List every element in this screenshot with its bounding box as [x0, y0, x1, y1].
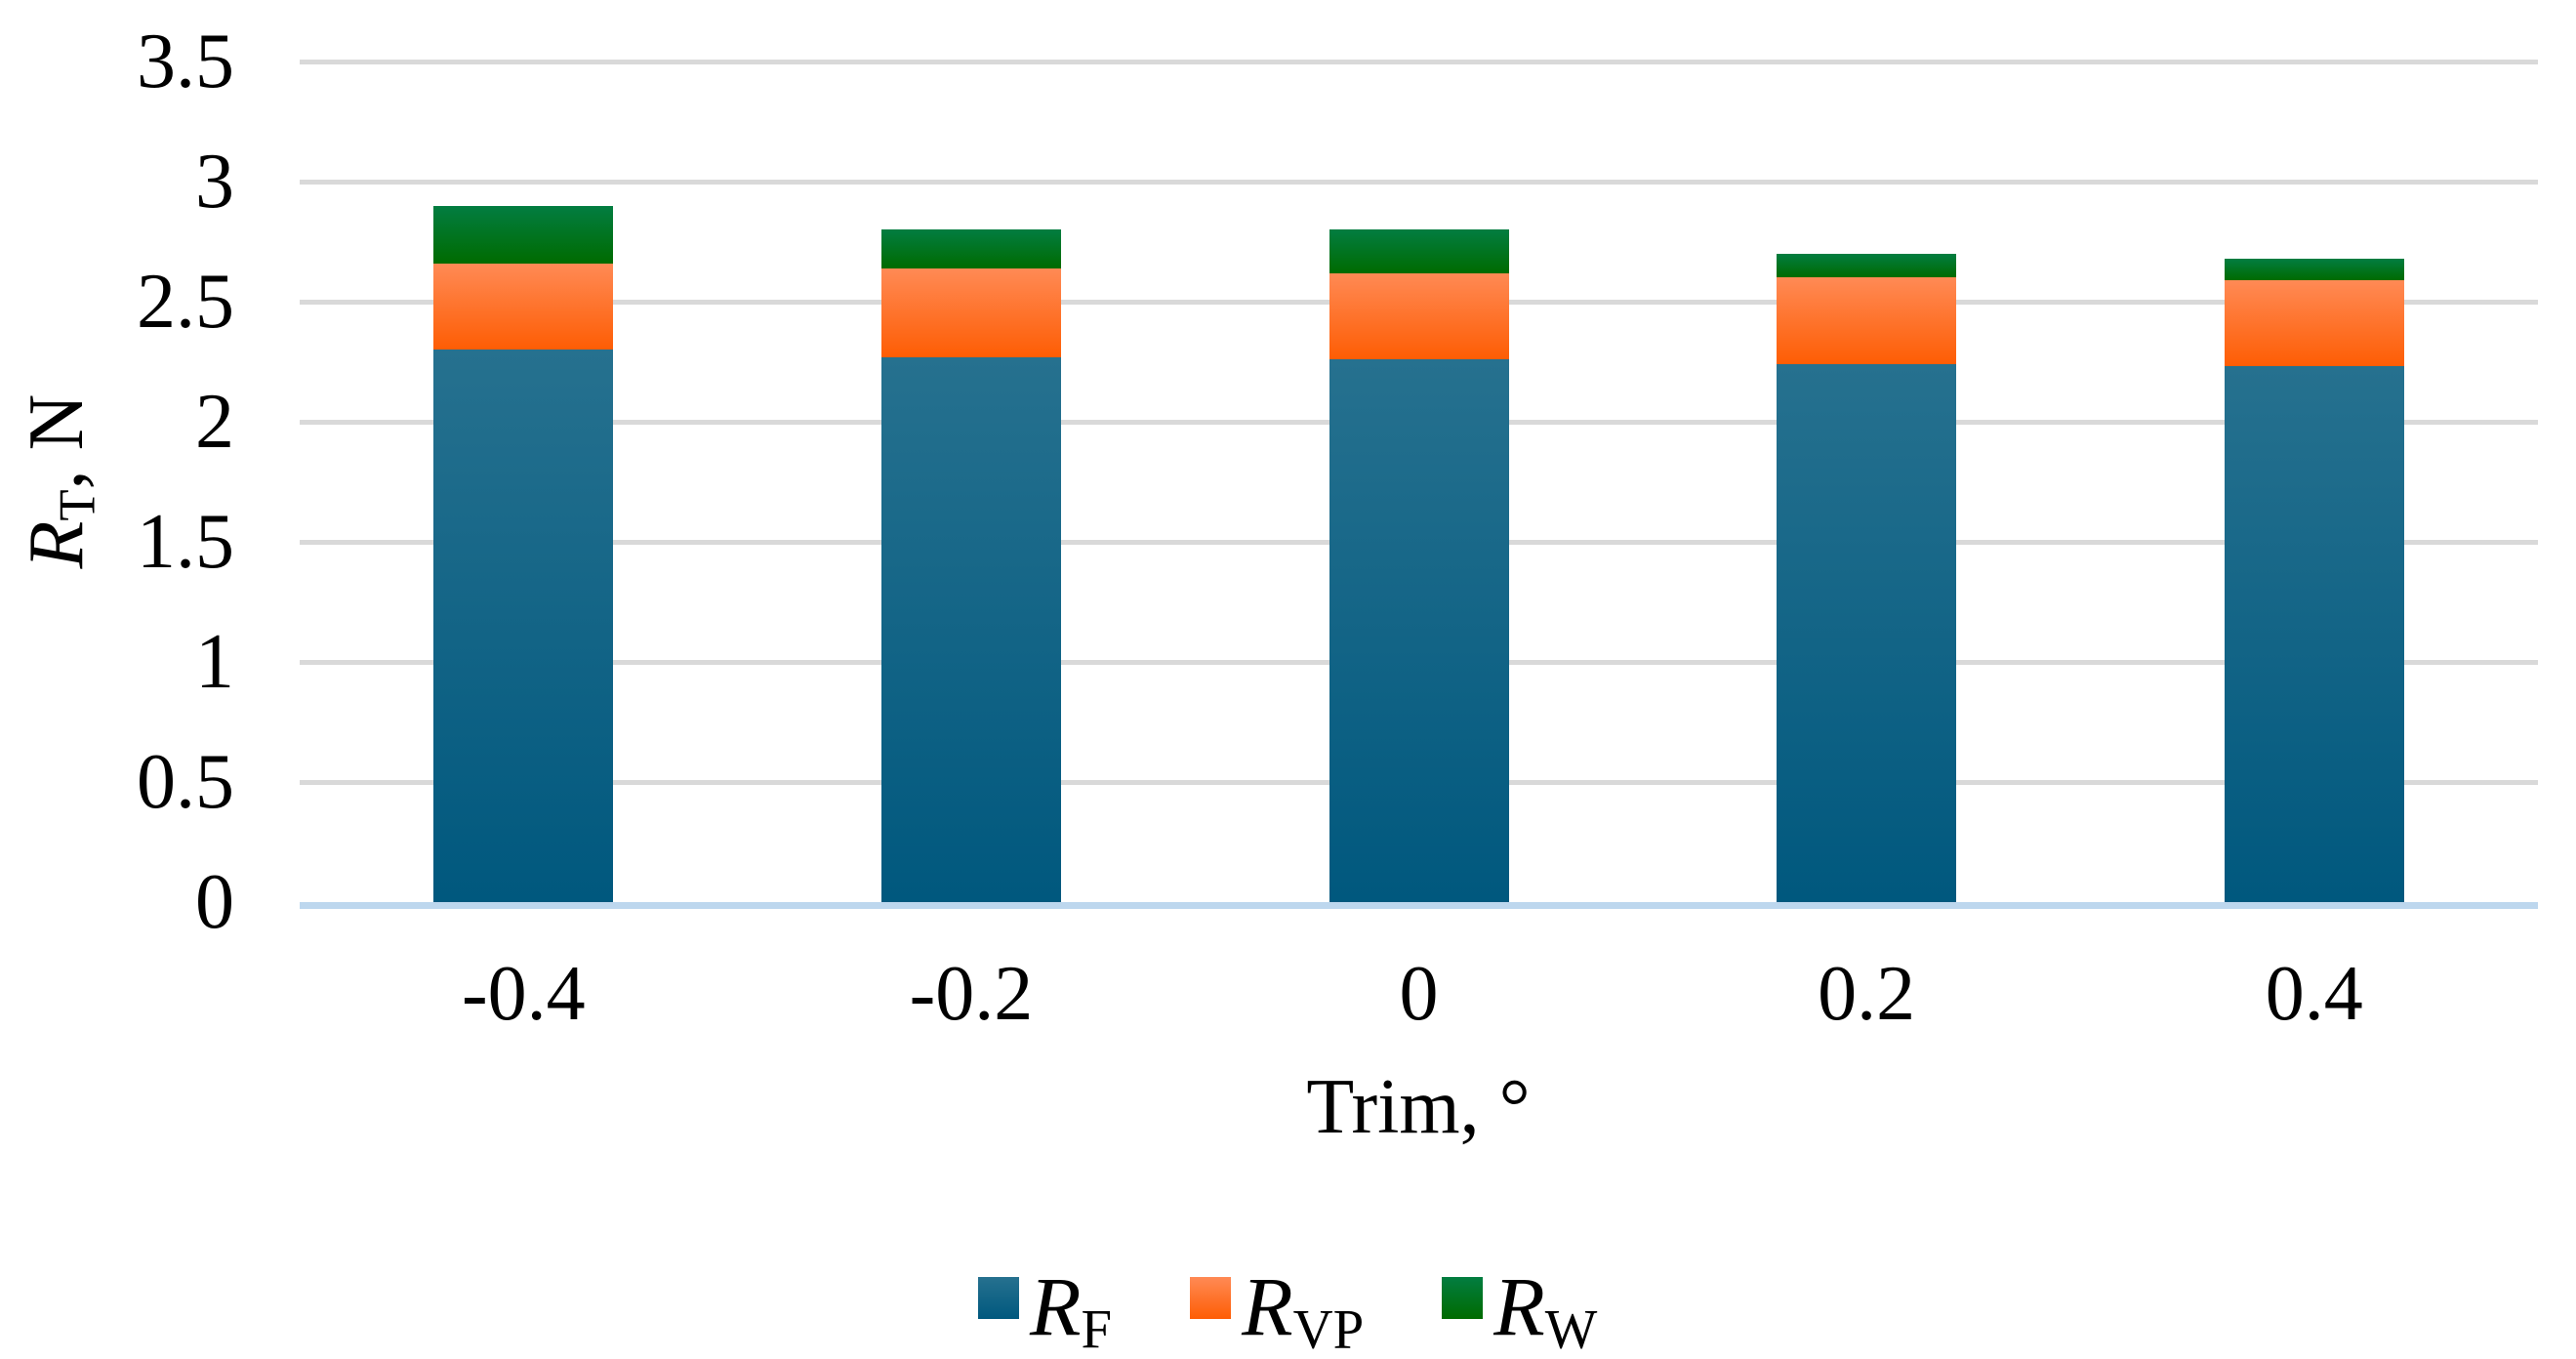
bar-segment-RVP	[1777, 277, 1956, 364]
bar-segment-RVP	[2225, 279, 2404, 367]
legend-label-symbol: R	[1493, 1259, 1545, 1353]
legend-label-symbol: R	[1242, 1259, 1293, 1353]
gridline	[300, 179, 2538, 185]
x-tick-label-0.4: 0.4	[2265, 951, 2363, 1037]
x-tick-label--0.4: -0.4	[461, 951, 586, 1037]
bar-segment-RF	[433, 350, 613, 902]
legend-label-symbol: R	[1030, 1259, 1082, 1353]
legend-item-RF: RF	[978, 1257, 1112, 1357]
y-tick-label-0: 0	[195, 859, 234, 945]
gridline	[300, 59, 2538, 64]
bar--0.2	[881, 229, 1061, 902]
bar-0	[1329, 229, 1509, 902]
x-tick-label--0.2: -0.2	[909, 951, 1034, 1037]
legend-swatch-RF	[978, 1277, 1019, 1319]
legend: RF RVP RW	[978, 1257, 1597, 1357]
bar-segment-RF	[881, 356, 1061, 902]
y-tick-label-3: 3	[195, 139, 234, 225]
legend-item-RW: RW	[1442, 1257, 1597, 1357]
bar-segment-RVP	[433, 263, 613, 350]
legend-label-RF: RF	[1030, 1257, 1112, 1357]
bar--0.4	[433, 205, 613, 902]
legend-label-subscript: W	[1544, 1298, 1598, 1359]
bar-segment-RW	[2225, 258, 2404, 280]
legend-label-RVP: RVP	[1242, 1257, 1364, 1357]
legend-label-subscript: VP	[1292, 1298, 1365, 1359]
x-tick-label-0: 0	[1399, 951, 1439, 1037]
bar-segment-RW	[1329, 229, 1509, 273]
bar-segment-RF	[1329, 359, 1509, 902]
bar-0.2	[1777, 253, 1956, 902]
y-tick-label-0.5: 0.5	[137, 739, 234, 825]
x-axis-title: Trim, °	[1306, 1064, 1531, 1150]
bar-segment-RVP	[881, 268, 1061, 357]
bar-0.4	[2225, 258, 2404, 902]
bar-segment-RW	[433, 205, 613, 264]
legend-label-RW: RW	[1493, 1257, 1597, 1357]
bar-segment-RW	[1777, 253, 1956, 278]
legend-label-subscript: F	[1081, 1298, 1113, 1359]
bar-segment-RF	[1777, 364, 1956, 902]
y-tick-label-2.5: 2.5	[137, 259, 234, 345]
y-tick-label-1: 1	[195, 619, 234, 705]
bar-segment-RF	[2225, 366, 2404, 902]
bar-segment-RVP	[1329, 272, 1509, 359]
y-tick-label-3.5: 3.5	[137, 19, 234, 104]
y-tick-label-1.5: 1.5	[137, 499, 234, 585]
legend-swatch-RVP	[1190, 1277, 1232, 1319]
x-axis-line	[300, 902, 2538, 909]
y-tick-label-2: 2	[195, 379, 234, 465]
bar-segment-RW	[881, 229, 1061, 268]
legend-swatch-RW	[1442, 1277, 1484, 1319]
legend-item-RVP: RVP	[1190, 1257, 1364, 1357]
x-tick-label-0.2: 0.2	[1818, 951, 1916, 1037]
